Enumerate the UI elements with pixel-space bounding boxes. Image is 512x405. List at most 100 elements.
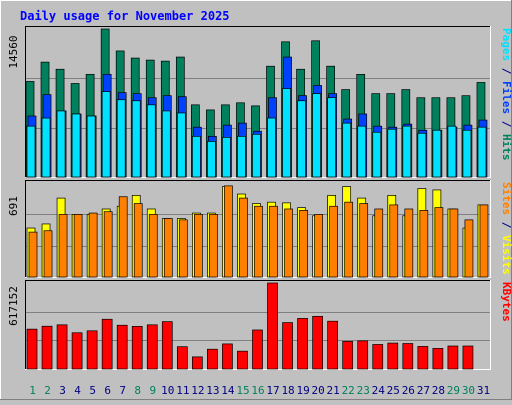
bar-kbytes-day-19 [297,318,308,370]
day-label-30: 30 [462,384,475,397]
legend: Sites / Visits [500,182,512,275]
chart-panels: 14560 Pages / Files / Hits 691 Sites / Visi… [7,26,512,370]
bar-kbytes-day-16 [252,329,263,370]
bar-pages-day-13 [207,141,216,178]
bar-kbytes-day-28 [432,348,444,370]
day-label-22: 22 [342,384,355,397]
panel-visits-sites: 691 Sites / Visits [7,180,512,278]
bar-sites-day-9 [148,214,158,278]
bar-kbytes-day-25 [387,342,399,370]
bar-kbytes-day-6 [101,318,113,370]
day-label-7: 7 [119,384,126,397]
legend-entry-1: / [500,215,512,235]
bar-pages-day-31 [477,126,487,178]
legend-entry-3: / [500,114,512,134]
bar-kbytes-day-2 [41,325,53,370]
bar-kbytes-day-15 [237,350,248,370]
bar-pages-day-12 [192,135,201,178]
bar-pages-day-28 [432,129,442,178]
bar-kbytes-day-10 [161,321,173,370]
bar-kbytes-day-3 [56,324,68,370]
bar-sites-day-29 [449,208,459,278]
bar-sites-day-21 [329,205,338,278]
bars [25,28,488,178]
bar-kbytes-day-29 [447,345,459,370]
bar-sites-day-13 [209,214,218,278]
bar-pages-day-25 [387,128,397,178]
bar-kbytes-day-5 [86,330,98,370]
bar-sites-day-19 [299,209,308,278]
day-label-15: 15 [236,384,249,397]
day-label-8: 8 [134,384,141,397]
bar-pages-day-18 [282,88,291,178]
legend-entry-2: Visits [500,235,512,275]
bar-sites-day-11 [178,219,188,278]
bar-pages-day-16 [252,133,261,178]
bar-pages-day-14 [222,137,231,178]
bar-kbytes-day-23 [357,340,369,370]
bar-sites-day-28 [434,207,444,278]
bar-pages-day-4 [71,113,81,178]
bars [26,185,489,278]
bar-sites-day-3 [58,214,68,278]
legend: KBytes [500,282,512,322]
bar-pages-day-9 [146,104,156,178]
bar-pages-day-26 [402,125,412,178]
bar-pages-day-27 [417,132,427,178]
day-label-14: 14 [221,384,235,397]
bar-sites-day-7 [118,196,128,278]
bar-pages-day-8 [131,100,141,178]
legend-entry-0: Sites [500,182,512,215]
day-label-28: 28 [432,384,445,397]
bar-pages-day-29 [447,125,457,178]
bar-sites-day-26 [404,208,414,278]
bar-pages-day-6 [101,91,111,178]
bar-pages-day-19 [297,100,306,178]
bar-kbytes-day-7 [116,324,128,370]
day-label-23: 23 [357,384,370,397]
chart-title: Daily usage for November 2025 [20,9,230,23]
bar-kbytes-day-13 [207,348,218,370]
bar-pages-day-21 [327,97,336,178]
legend-entry-1: / [500,61,512,81]
bar-kbytes-day-11 [176,346,188,370]
bar-pages-day-11 [176,112,186,178]
day-label-17: 17 [266,384,279,397]
legend-entry-0: Pages [500,28,512,61]
bar-kbytes-day-27 [417,346,429,370]
bar-sites-day-6 [103,211,113,278]
bar-kbytes-day-12 [192,356,203,370]
bar-pages-day-3 [56,110,66,178]
bars [26,282,474,370]
x-axis-day-labels: 1 2 3 4 5 6 7 8 9 10 11 12 13 14 15 16 17 18 19 20 21 22 23 24 2… [29,384,490,397]
day-label-4: 4 [74,384,81,397]
bar-sites-day-12 [194,214,203,278]
bar-sites-day-4 [73,214,83,278]
day-label-31: 31 [477,384,490,397]
bar-sites-day-20 [314,214,323,278]
bar-kbytes-day-21 [327,320,338,370]
day-label-6: 6 [104,384,111,397]
bar-pages-day-10 [161,110,171,178]
day-label-18: 18 [281,384,294,397]
bar-kbytes-day-24 [372,344,384,370]
bar-kbytes-day-8 [131,326,143,370]
y-max-label: 617152 [7,286,20,326]
y-max-label: 14560 [7,35,20,68]
day-label-13: 13 [206,384,219,397]
bar-kbytes-day-30 [462,345,474,370]
day-label-27: 27 [417,384,430,397]
legend: Pages / Files / Hits [500,28,512,161]
bar-sites-day-24 [374,208,384,278]
bar-sites-day-2 [43,230,53,278]
day-label-29: 29 [447,384,460,397]
bar-pages-day-5 [86,115,96,178]
bar-kbytes-day-20 [312,315,323,370]
panel-kbytes: 617152 KBytes [7,280,512,370]
day-label-24: 24 [372,384,386,397]
bar-sites-day-16 [254,205,263,278]
bar-sites-day-15 [239,197,248,278]
day-label-1: 1 [29,384,36,397]
bar-sites-day-23 [359,203,369,278]
